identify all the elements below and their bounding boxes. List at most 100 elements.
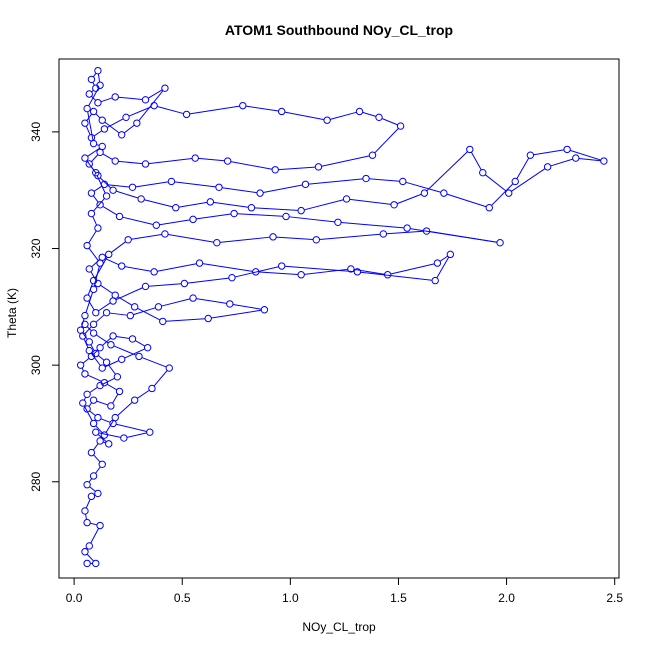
x-tick-label: 0.0: [66, 591, 83, 605]
x-axis: 0.0 0.5 1.0 1.5 2.0 2.5: [66, 577, 623, 605]
series-segment: [137, 389, 150, 399]
data-point: [81, 507, 89, 515]
data-point: [180, 279, 189, 288]
data-point: [111, 93, 119, 101]
series-segment: [107, 184, 130, 188]
y-axis: 280 300 320 340: [29, 122, 60, 492]
data-point: [297, 206, 305, 215]
series-segment: [86, 113, 93, 121]
data-point: [165, 364, 173, 372]
series-segment: [88, 478, 93, 483]
data-point: [314, 163, 323, 171]
data-point: [323, 116, 331, 124]
series-segment: [470, 151, 482, 171]
data-point: [543, 163, 552, 171]
data-point: [206, 198, 215, 206]
data-point: [94, 66, 102, 75]
series-segment: [83, 405, 93, 421]
data-point: [150, 101, 158, 110]
series-segment: [148, 158, 193, 165]
y-axis-label: Theta (K): [5, 288, 19, 338]
data-point: [81, 320, 89, 329]
data-point: [252, 268, 260, 276]
series-segment: [95, 425, 103, 434]
series-segment: [165, 318, 206, 322]
data-point: [109, 186, 117, 194]
series-segment: [124, 348, 145, 359]
data-point: [301, 180, 310, 189]
data-point: [83, 104, 91, 113]
series-segment: [381, 118, 398, 126]
data-point: [94, 489, 102, 498]
series-segment: [254, 207, 298, 211]
series-segment: [122, 216, 154, 225]
data-point: [278, 262, 286, 270]
series-segment: [88, 247, 99, 261]
data-point: [396, 122, 405, 130]
series-segment: [516, 157, 530, 179]
series-segment: [91, 95, 97, 101]
data-point: [148, 384, 156, 393]
series-segment: [93, 130, 103, 137]
series-segment: [116, 423, 147, 432]
data-point: [161, 84, 169, 92]
series-segment: [87, 111, 94, 141]
data-point: [87, 189, 96, 197]
series-segment: [87, 374, 102, 382]
series-segment: [96, 400, 109, 406]
series-segment: [178, 201, 208, 208]
data-point: [120, 434, 128, 442]
data-point: [92, 428, 100, 436]
series-segment: [304, 199, 344, 211]
series-segment: [222, 187, 257, 194]
data-point: [79, 399, 87, 407]
data-point: [133, 119, 141, 127]
series-segment: [89, 410, 96, 417]
data-point: [505, 189, 513, 197]
data-point: [85, 265, 93, 273]
data-point: [247, 204, 256, 212]
series-segment: [362, 111, 377, 117]
data-point: [466, 145, 474, 154]
series-segment: [484, 174, 507, 192]
series-segment: [86, 326, 92, 332]
data-point: [146, 428, 154, 436]
series-segment: [436, 256, 450, 279]
data-point: [76, 326, 85, 334]
series-segment: [237, 213, 283, 217]
series-segment: [405, 181, 441, 193]
plot-frame: [58, 58, 620, 579]
series-segment: [258, 271, 299, 276]
series-segment: [147, 89, 163, 99]
series-segment: [219, 236, 270, 243]
series-segment: [168, 233, 214, 243]
series-segment: [93, 454, 101, 463]
data-point: [511, 177, 519, 186]
series-segment: [410, 228, 497, 243]
data-point: [87, 75, 96, 84]
series-segment: [213, 201, 249, 208]
data-point: [102, 308, 111, 317]
series-segment: [278, 166, 316, 171]
series-segment: [89, 486, 96, 492]
series-segment: [90, 522, 98, 526]
data-point: [118, 131, 126, 139]
data-point: [109, 332, 117, 340]
data-point: [89, 139, 98, 148]
series-segment: [90, 528, 100, 544]
series-segment: [113, 345, 137, 356]
series-segment: [104, 121, 120, 134]
series-segment: [578, 157, 601, 162]
data-point: [107, 402, 115, 410]
data-point: [230, 209, 238, 218]
series-segment: [91, 154, 99, 162]
series-segment: [131, 233, 162, 240]
series-segment: [112, 393, 119, 404]
data-point: [403, 224, 411, 232]
series-segment: [100, 418, 111, 423]
series-segment: [102, 153, 113, 160]
data-point: [572, 154, 580, 162]
data-point: [256, 189, 264, 197]
series-segment: [88, 402, 93, 407]
series-segment: [84, 326, 92, 334]
